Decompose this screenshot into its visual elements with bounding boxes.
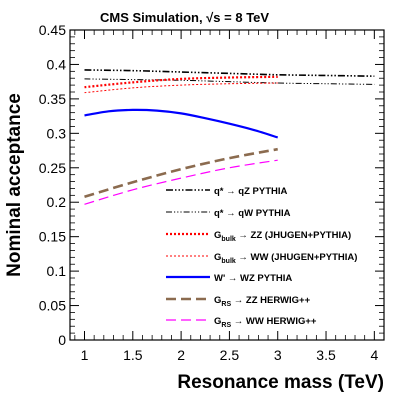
- x-tick-label: 1.5: [123, 347, 143, 363]
- y-tick-label: 0.15: [39, 229, 66, 245]
- legend-entry: W' → WZ PYTHIA: [166, 273, 292, 284]
- x-tick-label: 1: [81, 347, 89, 363]
- x-tick-label: 2.5: [220, 347, 240, 363]
- legend-entry: GRS → ZZ HERWIG++: [166, 295, 311, 308]
- y-tick-label: 0.45: [39, 22, 66, 38]
- legend-label: W' → WZ PYTHIA: [214, 273, 292, 284]
- y-tick-label: 0.2: [47, 194, 67, 210]
- y-tick-label: 0: [58, 332, 66, 348]
- plot-frame: [69, 29, 385, 341]
- series-line-4: [84, 82, 278, 94]
- series-line-3: [84, 75, 278, 89]
- chart-title: CMS Simulation, √s = 8 TeV: [100, 10, 269, 25]
- legend-label: q* → qW PYTHIA: [214, 208, 291, 219]
- legend-entry: Gbulk → ZZ (JHUGEN+PYTHIA): [166, 230, 351, 243]
- legend-label: GRS → WW HERWIG++: [214, 316, 317, 329]
- legend-label: GRS → ZZ HERWIG++: [214, 295, 311, 308]
- y-tick-label: 0.4: [47, 56, 67, 72]
- legend-entry: q* → qZ PYTHIA: [166, 186, 288, 197]
- series-line-7: [84, 159, 278, 205]
- x-tick-label: 4: [370, 347, 378, 363]
- series-line-5: [84, 108, 279, 139]
- series-line-2: [84, 78, 375, 85]
- legend-entry: GRS → WW HERWIG++: [166, 316, 317, 329]
- x-tick-label: 2: [177, 347, 185, 363]
- y-tick-label: 0.1: [47, 263, 67, 279]
- y-tick-label: 0.25: [39, 160, 66, 176]
- y-tick-label: 0.3: [47, 125, 67, 141]
- x-axis-title: Resonance mass (TeV): [177, 372, 384, 393]
- legend: q* → qZ PYTHIA q* → qW PYTHIA Gbulk → ZZ (…: [166, 186, 357, 329]
- axis-tick-labels: 1 1.5 2 2.5 3 3.5 4 0 0.05 0.1 0.15 0.2 0.25 0.3 0.35 0…: [39, 22, 379, 363]
- y-axis-title: Nominal acceptance: [4, 93, 25, 277]
- x-tick-label: 3: [274, 347, 282, 363]
- y-tick-label: 0.35: [39, 91, 66, 107]
- legend-entry: q* → qW PYTHIA: [166, 208, 291, 219]
- legend-label: q* → qZ PYTHIA: [214, 186, 288, 197]
- series-lines: [84, 69, 375, 205]
- legend-entry: Gbulk → WW (JHUGEN+PYTHIA): [166, 252, 357, 265]
- x-tick-label: 3.5: [316, 347, 336, 363]
- y-tick-label: 0.05: [39, 298, 66, 314]
- legend-label: Gbulk → ZZ (JHUGEN+PYTHIA): [214, 230, 351, 243]
- series-line-1: [84, 69, 375, 77]
- series-line-6: [84, 147, 278, 198]
- axis-ticks: [70, 29, 385, 341]
- legend-label: Gbulk → WW (JHUGEN+PYTHIA): [214, 252, 357, 265]
